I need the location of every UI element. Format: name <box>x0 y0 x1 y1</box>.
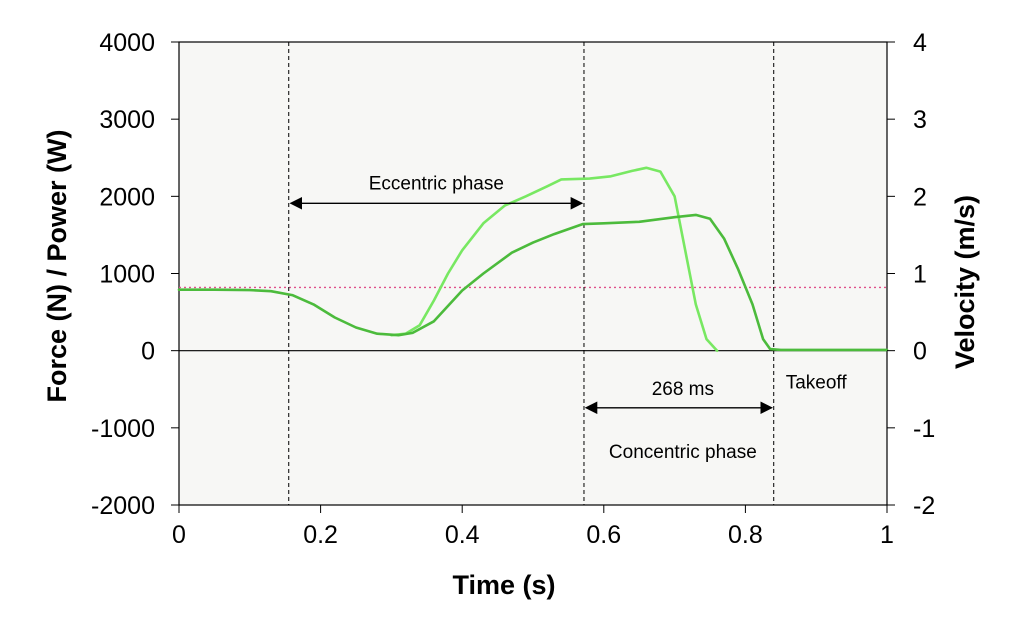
plot-area <box>178 41 888 506</box>
y-right-tick-label: 4 <box>913 29 927 57</box>
concentric-phase-label: Concentric phase <box>609 442 757 463</box>
y-left-tick-label: 2000 <box>99 183 155 211</box>
x-tick-label: 0.6 <box>586 521 621 549</box>
y-axis-title-right: Velocity (m/s) <box>950 195 980 369</box>
y-left-tick-label: 1000 <box>99 261 155 289</box>
x-axis-title: Time (s) <box>452 570 555 600</box>
x-tick-label: 0.2 <box>303 521 338 549</box>
eccentric-phase-label: Eccentric phase <box>369 173 504 194</box>
y-right-tick-label: -2 <box>913 492 935 520</box>
x-tick-label: 0.4 <box>445 521 480 549</box>
y-right-tick-label: -1 <box>913 415 935 443</box>
takeoff-label: Takeoff <box>786 373 848 394</box>
y-right-tick-label: 2 <box>913 183 927 211</box>
y-right-tick-label: 0 <box>913 338 927 366</box>
y-left-tick-label: -2000 <box>91 492 155 520</box>
y-left-tick-label: 3000 <box>99 106 155 134</box>
y-left-tick-label: 0 <box>141 338 155 366</box>
x-tick-label: 0 <box>172 521 186 549</box>
y-left-tick-label: 4000 <box>99 29 155 57</box>
x-tick-label: 0.8 <box>728 521 763 549</box>
duration-label: 268 ms <box>652 379 714 400</box>
y-right-tick-label: 3 <box>913 106 927 134</box>
y-right-tick-label: 1 <box>913 261 927 289</box>
series-line-dark <box>177 213 889 352</box>
x-tick-label: 1 <box>880 521 894 549</box>
y-axis-title-left: Force (N) / Power (W) <box>42 129 72 402</box>
series-line-light <box>390 166 719 352</box>
y-left-tick-label: -1000 <box>91 415 155 443</box>
